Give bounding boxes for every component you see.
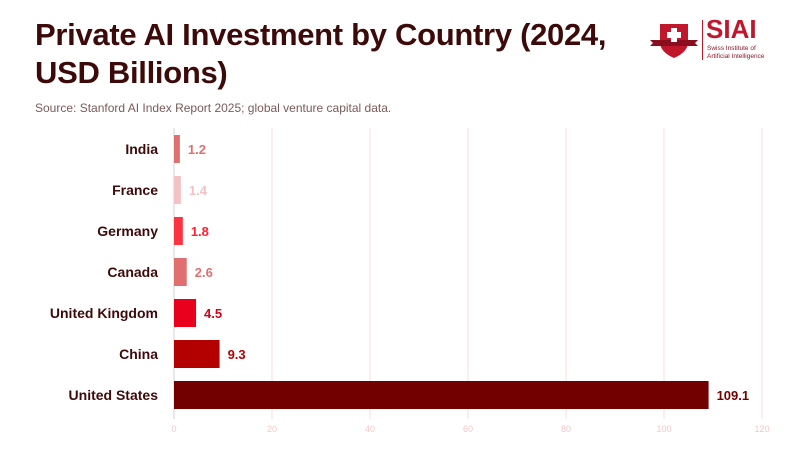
x-tick-label: 80: [561, 424, 571, 434]
logo-tagline: Swiss Institute of Artificial Intelligen…: [707, 45, 764, 60]
x-tick-label: 60: [463, 424, 473, 434]
value-label: 1.8: [191, 224, 209, 239]
category-label: India: [125, 141, 158, 157]
logo-name: SIAI: [706, 14, 757, 44]
value-label: 2.6: [195, 265, 213, 280]
bar: [174, 340, 220, 368]
x-tick-label: 0: [171, 424, 176, 434]
siai-logo: SIAI Swiss Institute of Artificial Intel…: [648, 14, 778, 62]
value-label: 1.2: [188, 142, 206, 157]
logo-divider: [702, 20, 703, 60]
gridlines: [173, 128, 763, 419]
category-label: United States: [69, 387, 159, 403]
value-label: 109.1: [717, 388, 750, 403]
bar: [174, 258, 187, 286]
x-tick-label: 20: [267, 424, 277, 434]
logo-tagline-line2: Artificial Intelligence: [707, 52, 765, 60]
category-labels: India France Germany Canada United Kingdom Ch…: [50, 141, 158, 403]
category-label: Canada: [107, 264, 158, 280]
bar: [174, 176, 181, 204]
value-labels: 1.2 1.4 1.8 2.6 4.5 9.3 109.1: [188, 142, 749, 403]
category-label: France: [112, 182, 158, 198]
bar: [174, 135, 180, 163]
value-label: 1.4: [189, 183, 208, 198]
category-label: United Kingdom: [50, 305, 158, 321]
bars: [174, 135, 709, 409]
bar: [174, 217, 183, 245]
chart-subtitle: Source: Stanford AI Index Report 2025; g…: [35, 101, 392, 115]
x-tick-label: 40: [365, 424, 375, 434]
category-label: China: [119, 346, 158, 362]
x-tick-label: 120: [754, 424, 769, 434]
logo-tagline-line1: Swiss Institute of: [707, 45, 756, 52]
value-label: 9.3: [228, 347, 246, 362]
x-axis-ticks: 0 20 40 60 80 100 120: [171, 424, 769, 434]
shield-icon: [650, 24, 698, 58]
x-tick-label: 100: [656, 424, 671, 434]
category-label: Germany: [97, 223, 158, 239]
chart-title: Private AI Investment by Country (2024, …: [35, 17, 607, 90]
value-label: 4.5: [204, 306, 222, 321]
bar: [174, 381, 709, 409]
bar: [174, 299, 197, 327]
